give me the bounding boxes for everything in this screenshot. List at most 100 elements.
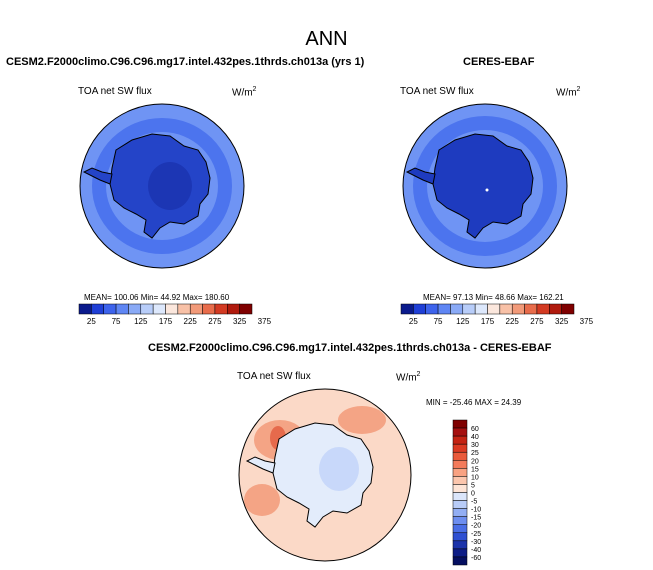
diff-colorbar-tick-label: 40	[471, 434, 479, 441]
obs-colorbar-swatch	[487, 303, 501, 315]
diff-colorbar-swatch	[452, 484, 468, 493]
diff-colorbar-tick-label: -10	[471, 507, 481, 514]
model-variable-label: TOA net SW flux	[78, 86, 152, 97]
model-panel-title: CESM2.F2000climo.C96.C96.mg17.intel.432p…	[6, 56, 365, 68]
model-colorbar-tick-label: 375	[258, 317, 272, 326]
obs-colorbar-swatch	[511, 303, 525, 315]
diff-colorbar-swatch	[452, 556, 468, 566]
obs-colorbar-swatch	[474, 303, 488, 315]
diff-colorbar-swatch	[452, 516, 468, 525]
model-colorbar-swatch	[115, 303, 129, 315]
obs-colorbar-tick-label: 225	[506, 317, 520, 326]
diff-colorbar-swatch	[452, 460, 468, 469]
diff-colorbar-swatch	[452, 500, 468, 509]
obs-map-border	[402, 103, 568, 269]
diff-colorbar-tick-label: -5	[471, 499, 477, 506]
diff-map-border	[238, 388, 412, 562]
diff-colorbar-tick-label: 30	[471, 442, 479, 449]
diff-colorbar-swatch	[452, 508, 468, 517]
model-colorbar-swatch	[189, 303, 203, 315]
obs-colorbar-swatch	[437, 303, 451, 315]
obs-polar-map	[403, 104, 567, 268]
model-colorbar-tick-label: 275	[208, 317, 222, 326]
diff-variable-label: TOA net SW flux	[237, 371, 311, 382]
model-polar-map	[80, 104, 244, 268]
diff-colorbar-swatch	[452, 451, 468, 461]
model-colorbar-swatch	[78, 303, 92, 315]
model-colorbar-swatch	[91, 303, 104, 315]
diff-units-label: W/m2	[396, 371, 421, 384]
obs-stats: MEAN= 97.13 Min= 48.66 Max= 162.21	[423, 293, 564, 302]
obs-colorbar-tick-label: 275	[530, 317, 544, 326]
obs-variable-label: TOA net SW flux	[400, 86, 474, 97]
model-colorbar-swatch	[128, 303, 142, 315]
obs-colorbar-swatch	[450, 303, 464, 315]
diff-colorbar-swatch	[452, 468, 468, 477]
model-colorbar: 25 75 125 175 225 275 325 375	[78, 303, 272, 326]
diff-colorbar-swatch	[452, 524, 468, 534]
model-colorbar-swatch	[239, 303, 253, 315]
diff-colorbar-swatch	[452, 548, 468, 558]
diff-colorbar-tick-label: -30	[471, 539, 481, 546]
obs-map-pole-marker	[485, 188, 489, 192]
obs-colorbar-swatch	[499, 303, 513, 315]
diff-colorbar-swatch	[452, 492, 468, 501]
obs-colorbar-swatch	[462, 303, 476, 315]
model-colorbar-swatch	[227, 303, 240, 315]
diff-colorbar-tick-label: -40	[471, 547, 481, 554]
obs-colorbar-tick-label: 175	[481, 317, 495, 326]
model-colorbar-swatch	[103, 303, 117, 315]
obs-colorbar-swatch	[549, 303, 562, 315]
diff-polar-map	[239, 389, 411, 561]
diff-minmax: MIN = -25.46 MAX = 24.39	[426, 398, 522, 407]
diff-colorbar-tick-label: 60	[471, 426, 479, 433]
obs-colorbar: 25 75 125 175 225 275 325 375	[400, 303, 594, 326]
diff-colorbar-tick-label: -15	[471, 515, 481, 522]
model-colorbar-tick-label: 25	[87, 317, 96, 326]
model-colorbar-swatch	[214, 303, 228, 315]
page-title: ANN	[305, 28, 348, 50]
model-colorbar-swatch	[177, 303, 191, 315]
model-map-plateau	[148, 162, 192, 210]
diff-colorbar-tick-label: 0	[471, 491, 475, 498]
obs-colorbar-tick-label: 25	[409, 317, 418, 326]
diff-colorbar-tick-label: 10	[471, 474, 479, 481]
model-colorbar-tick-label: 175	[159, 317, 173, 326]
diff-colorbar-swatch	[452, 427, 468, 437]
diff-colorbar-swatch	[452, 443, 468, 453]
obs-colorbar-swatch	[524, 303, 538, 315]
model-colorbar-swatch	[152, 303, 166, 315]
diff-colorbar-tick-label: -25	[471, 531, 481, 538]
obs-colorbar-swatch	[425, 303, 439, 315]
diff-colorbar-swatch	[452, 540, 468, 550]
diff-panel-title: CESM2.F2000climo.C96.C96.mg17.intel.432p…	[148, 342, 552, 354]
diff-colorbar-swatch	[452, 435, 468, 445]
diff-colorbar-swatch	[452, 532, 468, 542]
diff-colorbar-tick-label: -20	[471, 523, 481, 530]
model-colorbar-tick-label: 225	[184, 317, 198, 326]
diff-map-warm-patch	[338, 406, 386, 434]
diff-colorbar-tick-label: 5	[471, 482, 475, 489]
obs-colorbar-swatch	[536, 303, 550, 315]
diff-colorbar-tick-label: -60	[471, 555, 481, 562]
model-colorbar-tick-label: 75	[112, 317, 121, 326]
diff-colorbar-tick-label: 15	[471, 466, 479, 473]
obs-colorbar-tick-label: 125	[456, 317, 470, 326]
obs-colorbar-swatch	[561, 303, 575, 315]
obs-units-label: W/m2	[556, 86, 581, 99]
model-colorbar-tick-label: 125	[134, 317, 148, 326]
diff-colorbar-swatch	[452, 419, 468, 429]
model-stats: MEAN= 100.06 Min= 44.92 Max= 180.60	[84, 293, 230, 302]
diff-colorbar-tick-label: 25	[471, 450, 479, 457]
diff-colorbar-tick-label: 20	[471, 458, 479, 465]
model-colorbar-swatch	[165, 303, 179, 315]
model-colorbar-tick-label: 325	[233, 317, 247, 326]
obs-colorbar-swatch	[400, 303, 414, 315]
model-units-label: W/m2	[232, 86, 257, 99]
obs-colorbar-tick-label: 75	[434, 317, 443, 326]
diff-map-warm-patch	[244, 484, 280, 516]
model-colorbar-swatch	[140, 303, 154, 315]
obs-colorbar-tick-label: 375	[580, 317, 594, 326]
